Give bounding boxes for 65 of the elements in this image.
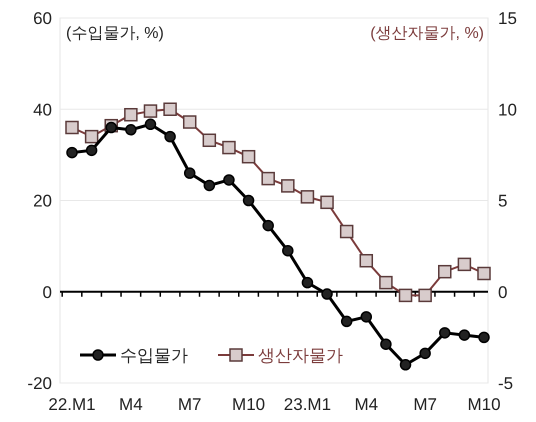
point [478,332,490,344]
point [223,174,235,186]
x-tick-label: M10 [467,395,501,414]
y2-tick-label: 15 [498,9,517,28]
y-tick-label: 60 [33,9,52,28]
x-tick-label: M4 [354,395,378,414]
point [105,122,117,134]
y-tick-label: 0 [42,282,52,302]
point [439,327,451,339]
point [418,288,432,302]
point [65,120,79,134]
point [242,194,254,206]
x-tick-label: 22.M1 [48,395,96,414]
point [242,150,256,164]
point [302,276,314,288]
x-tick-label: 23.M1 [284,395,332,414]
legend-label: 수입물가 [120,346,188,365]
point [164,130,176,142]
y2-tick-label: 0 [498,282,508,302]
point [261,172,275,186]
point [300,190,314,204]
point [124,108,138,122]
point [340,316,352,328]
point [360,254,374,268]
point [144,118,156,130]
point [400,359,412,370]
point [477,266,491,280]
point [398,288,412,302]
point [438,264,452,278]
x-tick-label: M4 [119,395,143,414]
point [84,130,98,144]
x-tick-label: M7 [413,395,437,414]
point [222,140,236,154]
y2-tick-label: 5 [498,192,508,210]
point [458,329,470,341]
point [379,276,393,290]
y2-axis-title: (생산자물가, %) [370,25,484,42]
point [281,179,295,193]
point [86,144,98,156]
point [282,244,294,256]
point [458,258,472,272]
y-tick-label: -20 [27,374,52,393]
point [262,220,274,232]
point [202,134,216,148]
legend-label: 생산자물가 [258,346,343,365]
point [320,196,334,210]
point [144,104,158,118]
point [360,311,372,323]
y-tick-label: 20 [33,192,52,210]
point [380,338,392,350]
point [182,115,196,129]
point [184,167,196,179]
point [321,288,333,300]
y2-tick-label: 10 [498,100,517,120]
x-tick-label: M10 [232,395,266,414]
x-tick-label: M7 [178,395,202,414]
y-axis-title: (수입물가, %) [66,25,164,42]
point [204,180,216,192]
point [340,224,354,238]
point [419,348,431,360]
y2-tick-label: -5 [498,374,514,393]
point [163,102,177,116]
point [125,124,137,136]
y-tick-label: 40 [33,100,52,120]
point [66,146,78,158]
